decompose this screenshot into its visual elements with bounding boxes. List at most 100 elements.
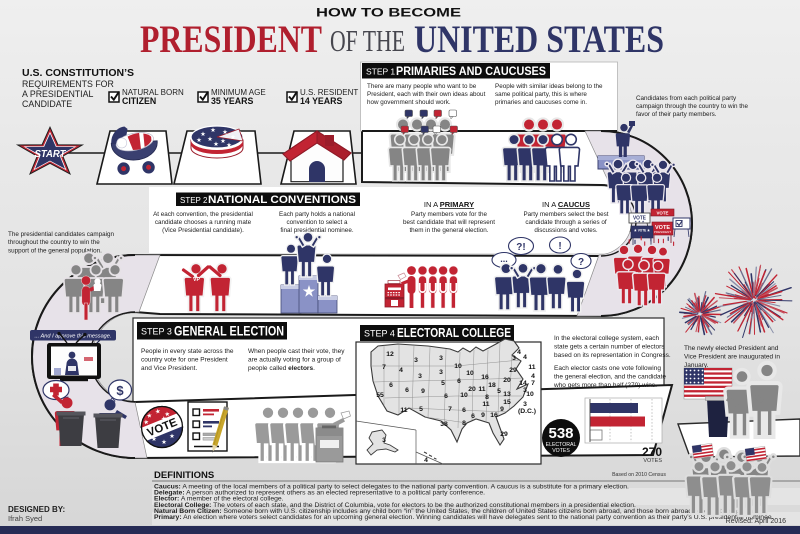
svg-text:country vote for one President: country vote for one President — [141, 356, 228, 363]
svg-text:START: START — [35, 149, 67, 160]
svg-text:CANDIDATE: CANDIDATE — [22, 99, 72, 109]
svg-text:candidate through a series of: candidate through a series of — [525, 219, 606, 226]
svg-text:3: 3 — [523, 401, 527, 408]
svg-text:Candidates from each political: Candidates from each political party — [636, 95, 737, 102]
svg-text:12: 12 — [386, 351, 394, 358]
svg-text:10: 10 — [466, 370, 474, 377]
svg-text:A PRESIDENTIAL: A PRESIDENTIAL — [22, 89, 93, 99]
svg-text:3: 3 — [418, 373, 422, 380]
svg-text:$: $ — [116, 383, 124, 398]
svg-text:(Vice Presidential candidate).: (Vice Presidential candidate). — [162, 227, 244, 234]
svg-text:are actually voting for a grou: are actually voting for a group of — [248, 356, 341, 363]
svg-text:4: 4 — [424, 457, 428, 464]
svg-text:10: 10 — [460, 392, 468, 399]
svg-text:538: 538 — [548, 425, 573, 442]
svg-text:convention to select a: convention to select a — [287, 219, 348, 226]
svg-text:discussions and votes.: discussions and votes. — [534, 227, 598, 234]
svg-text:ELECTORAL COLLEGE: ELECTORAL COLLEGE — [397, 326, 511, 340]
svg-text:★ VOTE ★: ★ VOTE ★ — [634, 228, 651, 233]
svg-text:7: 7 — [531, 380, 535, 387]
svg-text:Revised: April 2016: Revised: April 2016 — [726, 518, 786, 525]
svg-text:6: 6 — [444, 393, 448, 400]
svg-text:(D.C.): (D.C.) — [518, 408, 536, 415]
svg-text:20: 20 — [468, 386, 476, 393]
svg-text:6: 6 — [389, 382, 393, 389]
svg-text:NATIONAL CONVENTIONS: NATIONAL CONVENTIONS — [208, 194, 356, 206]
svg-text:HOW TO BECOME: HOW TO BECOME — [316, 8, 461, 20]
svg-text:14: 14 — [519, 380, 527, 387]
svg-text:VOTE: VOTE — [657, 211, 669, 216]
svg-text:5: 5 — [441, 380, 445, 387]
svg-text:3: 3 — [414, 357, 418, 364]
svg-text:11: 11 — [528, 364, 535, 371]
svg-text:?: ? — [578, 257, 584, 268]
svg-text:13: 13 — [503, 391, 511, 398]
svg-text:VOTES: VOTES — [552, 448, 570, 454]
svg-text:STEP 3: STEP 3 — [141, 327, 172, 337]
svg-text:campaign through the country t: campaign through the country to win the — [636, 103, 749, 110]
svg-text:3: 3 — [439, 355, 443, 362]
svg-text:Elector: A member of the elect: Elector: A member of the electoral colle… — [154, 496, 284, 503]
svg-text:15: 15 — [503, 399, 511, 406]
svg-text:favor of their party members.: favor of their party members. — [636, 111, 717, 118]
svg-text:Based on 2010 Census: Based on 2010 Census — [612, 472, 666, 478]
svg-text:PRESIDENT: PRESIDENT — [654, 230, 671, 234]
svg-text:MINIMUM AGE: MINIMUM AGE — [211, 88, 266, 97]
svg-text:16: 16 — [481, 374, 489, 381]
svg-text:In the electoral college syste: In the electoral college system, each — [554, 335, 660, 342]
svg-text:VOTE: VOTE — [655, 225, 670, 231]
svg-text:PRIMARIES AND CAUCUSES: PRIMARIES AND CAUCUSES — [396, 64, 546, 78]
svg-text:6: 6 — [457, 378, 461, 385]
svg-text:There are many people who want: There are many people who want to be — [367, 83, 477, 90]
svg-text:At each convention, the presid: At each convention, the presidential — [153, 211, 253, 218]
svg-text:based on its representation in: based on its representation in Congress. — [554, 352, 671, 359]
svg-text:VOTES: VOTES — [643, 458, 662, 464]
svg-text:people called electors.: people called electors. — [248, 365, 315, 372]
svg-text:ELECTORAL: ELECTORAL — [546, 442, 577, 448]
svg-text:10: 10 — [526, 391, 534, 398]
svg-text:... And I approve this message: ... And I approve this message. — [35, 334, 112, 340]
svg-text:6: 6 — [405, 387, 409, 394]
svg-text:Each party holds a national: Each party holds a national — [279, 211, 355, 218]
svg-text:16: 16 — [490, 412, 498, 419]
svg-text:9: 9 — [500, 406, 504, 413]
svg-text:11: 11 — [478, 386, 485, 393]
svg-text:5: 5 — [419, 406, 423, 413]
svg-text:IN A PRIMARY: IN A PRIMARY — [424, 200, 474, 209]
svg-text:GENERAL ELECTION: GENERAL ELECTION — [174, 324, 284, 339]
svg-text:Party members select the best: Party members select the best — [523, 211, 608, 218]
svg-text:Natural Born Citizen: Someone: Natural Born Citizen: Someone born with … — [154, 508, 757, 515]
svg-text:primaries and caucuses come in: primaries and caucuses come in. — [495, 99, 587, 106]
svg-text:★ ★ ★: ★ ★ ★ — [634, 220, 644, 224]
svg-text:5: 5 — [497, 388, 501, 395]
svg-text:January.: January. — [684, 362, 709, 369]
svg-text:When people cast their vote, t: When people cast their vote, they — [248, 348, 345, 355]
svg-text:Ifrah Syed: Ifrah Syed — [8, 514, 42, 523]
svg-text:18: 18 — [488, 382, 496, 389]
svg-text:9: 9 — [481, 412, 485, 419]
svg-text:55: 55 — [376, 392, 384, 399]
svg-text:4: 4 — [517, 349, 521, 356]
svg-text:DEFINITIONS: DEFINITIONS — [154, 470, 214, 481]
svg-text:29: 29 — [509, 367, 517, 374]
svg-text:PRESIDENT: PRESIDENT — [140, 18, 322, 61]
svg-text:final presidential nominee.: final presidential nominee. — [280, 227, 353, 234]
svg-text:Each elector casts one vote fo: Each elector casts one vote following — [554, 365, 661, 372]
svg-text:them in the general election.: them in the general election. — [409, 227, 488, 234]
svg-text:VOTE: VOTE — [633, 216, 647, 222]
svg-text:3: 3 — [512, 355, 516, 362]
svg-text:6: 6 — [471, 413, 475, 420]
svg-text:STEP 4: STEP 4 — [364, 329, 395, 339]
svg-text:38: 38 — [440, 421, 448, 428]
svg-text:Delegate: A person authorized: Delegate: A person authorized to represe… — [154, 490, 485, 497]
svg-text:7: 7 — [448, 406, 452, 413]
svg-text:CITIZEN: CITIZEN — [122, 96, 156, 106]
svg-text:20: 20 — [503, 377, 511, 384]
svg-text:...: ... — [500, 254, 508, 264]
svg-text:11: 11 — [400, 407, 407, 414]
svg-text:U.S. RESIDENT: U.S. RESIDENT — [300, 88, 358, 97]
svg-text:state gets a certain number of: state gets a certain number of electors — [554, 343, 665, 350]
svg-text:14 YEARS: 14 YEARS — [300, 96, 343, 106]
svg-text:3: 3 — [523, 387, 527, 394]
svg-text:!: ! — [558, 241, 561, 252]
